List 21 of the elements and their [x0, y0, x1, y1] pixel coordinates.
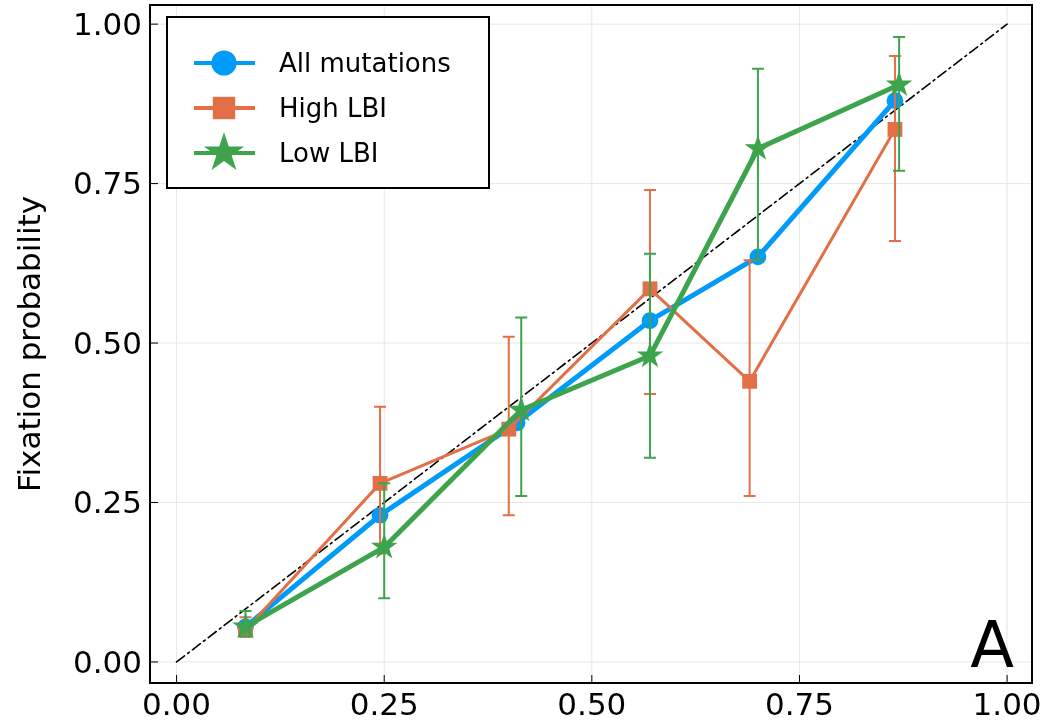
point [744, 134, 772, 160]
x-tick-label: 0.50 [557, 686, 627, 722]
y-tick-label: 0.25 [72, 484, 142, 521]
x-tick-label: 0.75 [764, 686, 834, 722]
x-tick-label: 0.25 [349, 686, 419, 722]
annotation: A [970, 608, 1015, 682]
legend-label: High LBI [279, 93, 388, 124]
point [370, 533, 398, 559]
y-tick-label: 0.00 [72, 643, 142, 680]
y-tick-label: 1.00 [72, 5, 142, 42]
legend-label: All mutations [279, 48, 451, 79]
y-axis-title: Fixation probability [11, 195, 47, 493]
y-tick-label: 0.50 [72, 324, 142, 361]
y-tick-label: 0.75 [72, 165, 142, 202]
point [742, 373, 758, 389]
point [885, 70, 913, 97]
point [507, 396, 535, 422]
point [232, 612, 259, 639]
x-tick-label: 1.00 [972, 686, 1042, 722]
legend-label: Low LBI [279, 138, 379, 169]
x-tick-label: 0.00 [142, 686, 212, 722]
